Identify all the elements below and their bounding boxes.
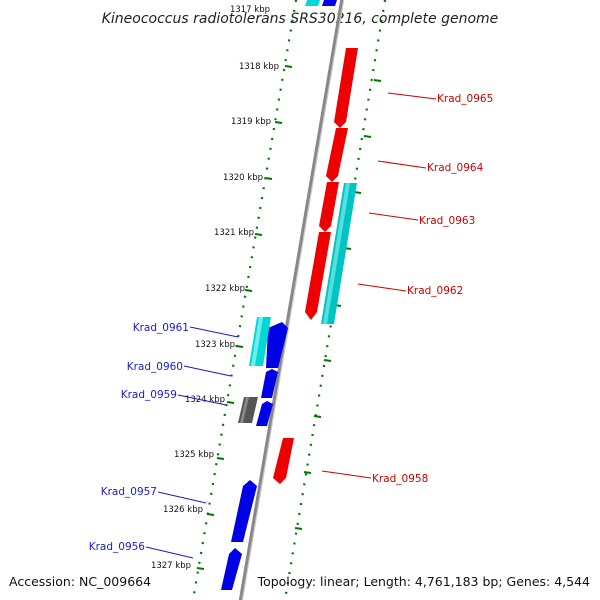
kbp-label-1320: 1320 kbp <box>223 173 263 183</box>
gene-krad-0965[interactable] <box>334 48 358 128</box>
label-krad-0959[interactable]: Krad_0959 <box>121 389 177 401</box>
genome-summary-text: Topology: linear; Length: 4,761,183 bp; … <box>257 574 590 589</box>
genome-title: Kineococcus radiotolerans SRS30216, comp… <box>102 11 499 27</box>
gene-krad-0959-b[interactable] <box>256 401 273 426</box>
genome-backbone-highlight <box>241 0 345 600</box>
kbp-label-1322: 1322 kbp <box>205 284 245 294</box>
kbp-label-1326: 1326 kbp <box>163 505 203 515</box>
label-krad-0960[interactable]: Krad_0960 <box>127 361 183 373</box>
kbp-label-1318: 1318 kbp <box>239 62 279 72</box>
label-krad-0957[interactable]: Krad_0957 <box>101 486 157 498</box>
kbp-label-1324: 1324 kbp <box>185 395 225 405</box>
label-krad-0963[interactable]: Krad_0963 <box>419 215 475 227</box>
kbp-label-1319: 1319 kbp <box>231 117 271 127</box>
gene-krad-0962[interactable] <box>305 232 331 320</box>
gene-krad-0958[interactable] <box>273 438 294 484</box>
gene-krad-0964[interactable] <box>326 128 348 182</box>
gene-krad-0957[interactable] <box>231 480 257 542</box>
genome-backbone <box>238 0 345 600</box>
pseudo-gene-top[interactable] <box>305 0 320 6</box>
label-krad-0965[interactable]: Krad_0965 <box>437 93 493 105</box>
kbp-label-1327: 1327 kbp <box>151 561 191 571</box>
label-krad-0956[interactable]: Krad_0956 <box>89 541 146 553</box>
label-krad-0964[interactable]: Krad_0964 <box>427 162 484 174</box>
accession-text: Accession: NC_009664 <box>9 574 151 589</box>
left-tick-track <box>191 0 298 600</box>
right-tick-track <box>283 0 387 600</box>
label-krad-0958[interactable]: Krad_0958 <box>372 473 428 485</box>
gene-krad-0963[interactable] <box>319 182 339 232</box>
reverse-label-connectors <box>321 92 437 479</box>
forward-gene-top[interactable] <box>322 0 337 6</box>
gene-krad-0960[interactable] <box>261 369 278 398</box>
forward-label-connectors <box>145 326 239 559</box>
label-krad-0962[interactable]: Krad_0962 <box>407 285 463 297</box>
kbp-label-1317: 1317 kbp <box>230 5 270 15</box>
kbp-label-1321: 1321 kbp <box>214 228 254 238</box>
kbp-label-1325: 1325 kbp <box>174 450 214 460</box>
label-krad-0961[interactable]: Krad_0961 <box>133 322 189 334</box>
kbp-label-1323: 1323 kbp <box>195 340 235 350</box>
gene-krad-0960-a[interactable] <box>266 322 288 368</box>
gene-krad-0956[interactable] <box>221 548 242 590</box>
